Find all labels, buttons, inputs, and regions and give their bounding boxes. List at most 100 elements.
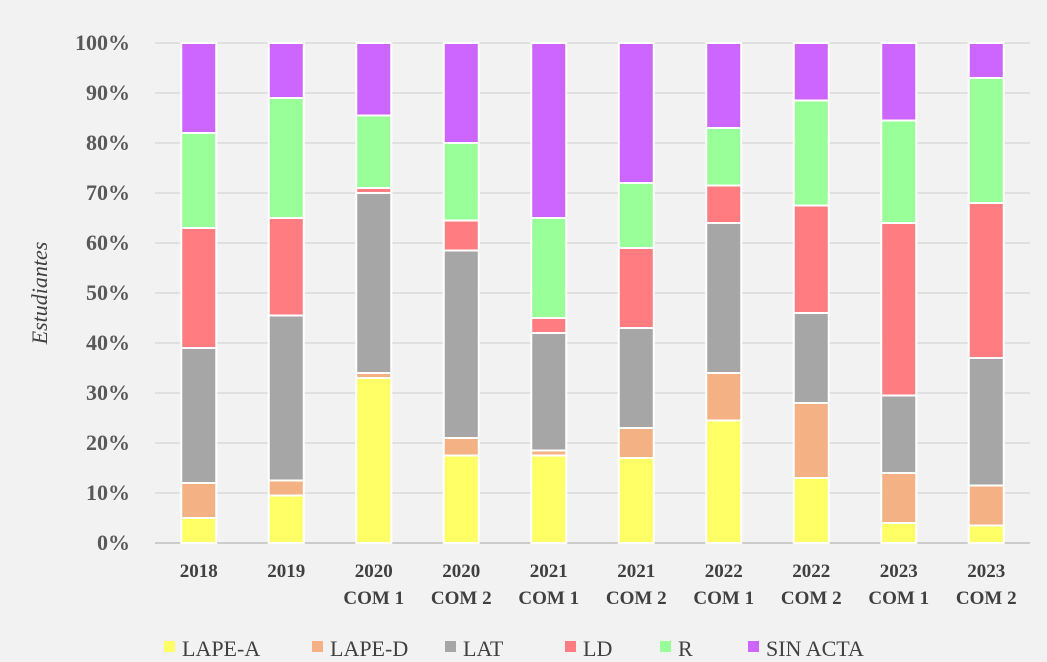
x-tick-label: COM 2 <box>606 588 667 609</box>
bar-segment-r <box>705 127 743 187</box>
bar-segment-r <box>792 99 830 207</box>
bar-segment-lape-a <box>267 494 305 544</box>
bar-segment-lape-a <box>705 419 743 544</box>
bar-stack <box>530 42 568 544</box>
bar-segment-ld <box>617 247 655 329</box>
bar-segment-sin-acta <box>792 42 830 102</box>
bar-segment-lape-a <box>792 477 830 544</box>
bar-segment-lat <box>967 357 1005 487</box>
x-tick-label: COM 1 <box>868 588 929 609</box>
bar-segment-ld <box>530 317 568 334</box>
bar-segment-lape-a <box>880 522 918 544</box>
bar-segment-lape-d <box>180 482 218 519</box>
bar-segment-sin-acta <box>530 42 568 219</box>
y-axis-ticks: 0% 10% 20% 30% 40% 50% 60% 70% 80% 90% 100% <box>75 30 130 555</box>
bar-segment-r <box>530 217 568 319</box>
legend-swatch <box>660 641 671 652</box>
bar-segment-r <box>967 77 1005 204</box>
bar-segment-lat <box>880 394 918 474</box>
legend-label: LD <box>583 636 612 661</box>
bar-segment-sin-acta <box>880 42 918 122</box>
bar-stack <box>967 42 1005 544</box>
legend-swatch <box>748 641 759 652</box>
bar-stack <box>180 42 218 544</box>
bar-segment-sin-acta <box>617 42 655 184</box>
bar-segment-r <box>180 132 218 229</box>
bar-segment-lape-d <box>967 484 1005 527</box>
bar-segment-lape-a <box>530 454 568 544</box>
y-tick-label: 0% <box>97 530 130 555</box>
bar-stack <box>880 42 918 544</box>
x-axis-ticks: 2018 2019 2020 COM 1 2020 COM 2 2021 COM 1 2021 C… <box>180 561 1017 609</box>
bar-stack <box>705 42 743 544</box>
bar-segment-ld <box>705 184 743 224</box>
bar-segment-lape-d <box>442 437 480 457</box>
bar-segment-sin-acta <box>967 42 1005 79</box>
bar-segment-lat <box>180 347 218 484</box>
y-tick-label: 10% <box>86 480 130 505</box>
bar-segment-lat <box>442 249 480 439</box>
x-tick-label: 2020 <box>442 561 480 582</box>
legend-label: R <box>678 636 693 661</box>
x-tick-label: 2018 <box>180 561 218 582</box>
bar-segment-sin-acta <box>442 42 480 144</box>
x-tick-label: COM 1 <box>518 588 579 609</box>
bar-segment-lape-d <box>792 402 830 479</box>
x-tick-label: COM 1 <box>343 588 404 609</box>
legend-label: LAPE-A <box>182 636 260 661</box>
x-tick-label: 2021 <box>530 561 568 582</box>
bar-segment-r <box>267 97 305 219</box>
bar-segment-lat <box>705 222 743 374</box>
bar-segment-ld <box>880 222 918 397</box>
bar-stack <box>355 42 393 544</box>
y-tick-label: 80% <box>86 130 130 155</box>
legend-label: LAPE-D <box>330 636 408 661</box>
legend-swatch <box>164 641 175 652</box>
y-tick-label: 100% <box>75 30 130 55</box>
x-tick-label: 2023 <box>967 561 1005 582</box>
x-tick-label: 2021 <box>617 561 655 582</box>
bar-segment-ld <box>967 202 1005 359</box>
y-tick-label: 50% <box>86 280 130 305</box>
x-tick-label: 2023 <box>880 561 918 582</box>
x-tick-label: 2019 <box>267 561 305 582</box>
bar-segment-r <box>617 182 655 249</box>
bar-segment-lape-a <box>355 377 393 544</box>
x-tick-label: COM 1 <box>693 588 754 609</box>
legend-swatch <box>312 641 323 652</box>
bar-segment-lape-d <box>880 472 918 524</box>
bar-segment-sin-acta <box>705 42 743 129</box>
bar-stack <box>792 42 830 544</box>
bar-segment-r <box>880 119 918 224</box>
legend-swatch <box>565 641 576 652</box>
bar-segment-r <box>355 114 393 189</box>
bar-segment-sin-acta <box>180 42 218 134</box>
y-tick-label: 70% <box>86 180 130 205</box>
legend-swatch <box>445 641 456 652</box>
bar-segment-lape-d <box>267 479 305 497</box>
x-tick-label: 2022 <box>792 561 830 582</box>
bar-segment-lape-d <box>617 427 655 459</box>
bar-segment-ld <box>267 217 305 317</box>
legend: LAPE-A LAPE-D LAT LD R SIN ACTA <box>164 636 864 661</box>
bar-segment-lape-d <box>705 372 743 422</box>
bar-segment-lat <box>355 192 393 374</box>
y-tick-label: 20% <box>86 430 130 455</box>
x-tick-label: COM 2 <box>956 588 1017 609</box>
y-axis-label: Estudiantes <box>27 242 52 346</box>
y-tick-label: 60% <box>86 230 130 255</box>
bar-segment-ld <box>180 227 218 349</box>
y-tick-label: 90% <box>86 80 130 105</box>
bar-stack <box>617 42 655 544</box>
x-tick-label: COM 2 <box>431 588 492 609</box>
x-tick-label: COM 2 <box>781 588 842 609</box>
bar-segment-lat <box>792 312 830 404</box>
x-tick-label: 2020 <box>355 561 393 582</box>
y-tick-label: 30% <box>86 380 130 405</box>
bar-segment-lape-a <box>180 517 218 544</box>
bar-segment-ld <box>442 219 480 252</box>
bar-segment-sin-acta <box>267 42 305 99</box>
bar-segment-r <box>442 142 480 222</box>
bar-segment-lat <box>530 332 568 452</box>
